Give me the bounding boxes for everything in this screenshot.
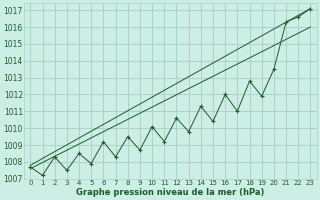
- X-axis label: Graphe pression niveau de la mer (hPa): Graphe pression niveau de la mer (hPa): [76, 188, 265, 197]
